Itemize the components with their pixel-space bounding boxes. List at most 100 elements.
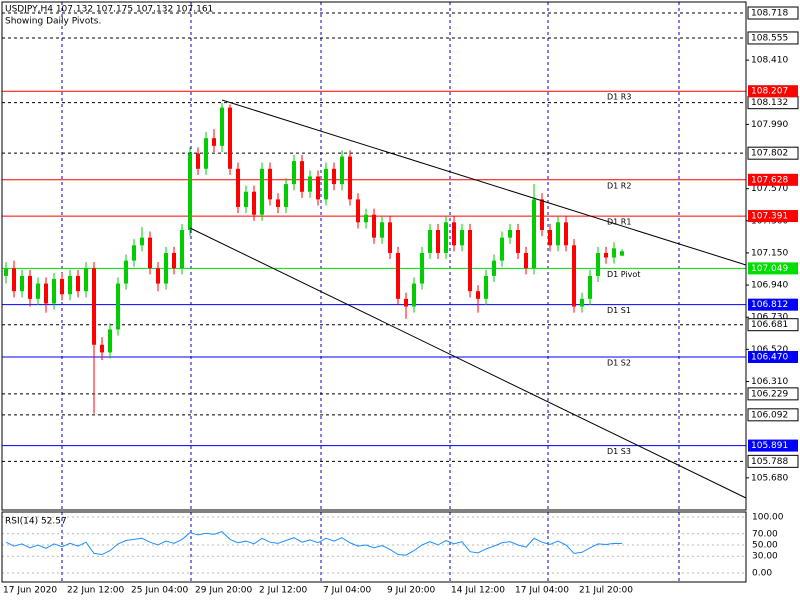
rsi-tick-label: 30.00 — [752, 552, 778, 562]
candle-body — [460, 229, 464, 246]
candle-body — [36, 283, 40, 299]
y-tick-label: 107.990 — [751, 120, 788, 130]
rsi-tick-label: 70.00 — [752, 529, 778, 539]
x-tick-label: 9 Jul 20:00 — [387, 586, 436, 596]
y-tick-label: 106.310 — [751, 377, 788, 387]
pivot-box — [748, 350, 798, 363]
rsi-tick-label: 50.00 — [752, 541, 778, 551]
candle-body — [180, 229, 184, 269]
candle-body — [404, 298, 408, 307]
level-label: 106.092 — [751, 410, 788, 420]
candle-body — [300, 161, 304, 192]
candle-body — [124, 260, 128, 284]
candle-body — [388, 222, 392, 253]
candle-body — [28, 275, 32, 299]
price-frame — [1, 1, 747, 511]
candle-body — [548, 229, 552, 246]
candle-body — [252, 191, 256, 215]
candle-body — [220, 107, 224, 146]
axis-layer: 108.410107.990107.570107.360107.150106.9… — [3, 6, 799, 596]
candle-body — [612, 248, 616, 258]
candle-body — [44, 283, 48, 304]
level-label: 108.718 — [751, 9, 788, 19]
chart-subtitle: Showing Daily Pivots. — [5, 17, 101, 27]
x-tick-label: 17 Jul 04:00 — [515, 586, 569, 596]
candle-body — [516, 229, 520, 253]
pivot-label: 107.049 — [751, 264, 788, 274]
rsi-line — [5, 530, 623, 556]
x-tick-label: 21 Jul 20:00 — [579, 586, 633, 596]
candle-body — [84, 268, 88, 292]
level-box — [747, 6, 799, 20]
pivot-label: 108.207 — [751, 87, 788, 97]
pivot-box — [748, 439, 798, 452]
y-tick-label: 108.410 — [751, 56, 788, 66]
candle-body — [260, 168, 264, 215]
pivot-box — [748, 85, 798, 98]
chart-title: USDJPY,H4 107.132 107.175 107.132 107.16… — [5, 5, 213, 15]
level-label: 108.132 — [751, 98, 788, 108]
pivot-label: 106.470 — [751, 352, 788, 362]
candle-body — [132, 245, 136, 261]
candle-body — [204, 138, 208, 169]
candle-body — [412, 283, 416, 307]
pivot-label: 107.391 — [751, 212, 788, 222]
candle-body — [236, 168, 240, 208]
candle-body — [108, 329, 112, 353]
candle-body — [140, 237, 144, 246]
candle-body — [196, 153, 200, 169]
candle-body — [52, 278, 56, 304]
rsi-title: RSI(14) 52.57 — [5, 517, 67, 527]
candle-body — [148, 237, 152, 269]
candle-body — [580, 298, 584, 307]
candle-body — [444, 222, 448, 253]
level-label: 108.555 — [751, 33, 788, 43]
candle-body — [228, 107, 232, 169]
pivot-label: 105.891 — [751, 441, 788, 451]
candle-body — [508, 229, 512, 238]
candle-body — [156, 268, 160, 284]
candle-body — [484, 275, 488, 299]
pivot-name: D1 S2 — [607, 358, 631, 367]
level-label: 105.788 — [751, 457, 788, 467]
pivot-box — [748, 210, 798, 223]
candle-body — [4, 268, 8, 276]
candle-body — [332, 168, 336, 185]
pivot-box — [748, 298, 798, 311]
candle-body — [372, 214, 376, 238]
pivot-label: 107.628 — [751, 175, 788, 185]
pivot-name: D1 S3 — [607, 447, 631, 456]
level-box — [747, 318, 799, 332]
level-box — [747, 408, 799, 422]
level-label: 107.802 — [751, 149, 788, 159]
trend-line — [221, 99, 747, 266]
rsi-tick-label: 100.00 — [752, 513, 784, 523]
candle-body — [572, 245, 576, 307]
candle-body — [76, 275, 80, 292]
candle-body — [380, 222, 384, 238]
pivot-name: D1 S1 — [607, 306, 631, 315]
level-box — [747, 146, 799, 160]
candle-body — [396, 252, 400, 299]
candle-body — [340, 156, 344, 185]
candle-body — [188, 153, 192, 230]
level-label: 106.229 — [751, 389, 788, 399]
y-tick-label: 105.680 — [751, 473, 788, 483]
candle-body — [348, 156, 352, 200]
candle-body — [468, 229, 472, 292]
y-tick-label: 107.570 — [751, 184, 788, 194]
y-tick-label: 107.150 — [751, 248, 788, 258]
x-tick-label: 25 Jun 04:00 — [131, 586, 188, 596]
candle-body — [100, 344, 104, 353]
level-box — [747, 387, 799, 401]
candle-body — [524, 252, 528, 269]
candle-body — [292, 161, 296, 185]
pivot-name: D1 Pivot — [607, 270, 640, 279]
candle-body — [476, 291, 480, 299]
x-tick-label: 14 Jul 12:00 — [451, 586, 505, 596]
pivot-box — [748, 262, 798, 275]
x-tick-label: 22 Jun 12:00 — [67, 586, 124, 596]
